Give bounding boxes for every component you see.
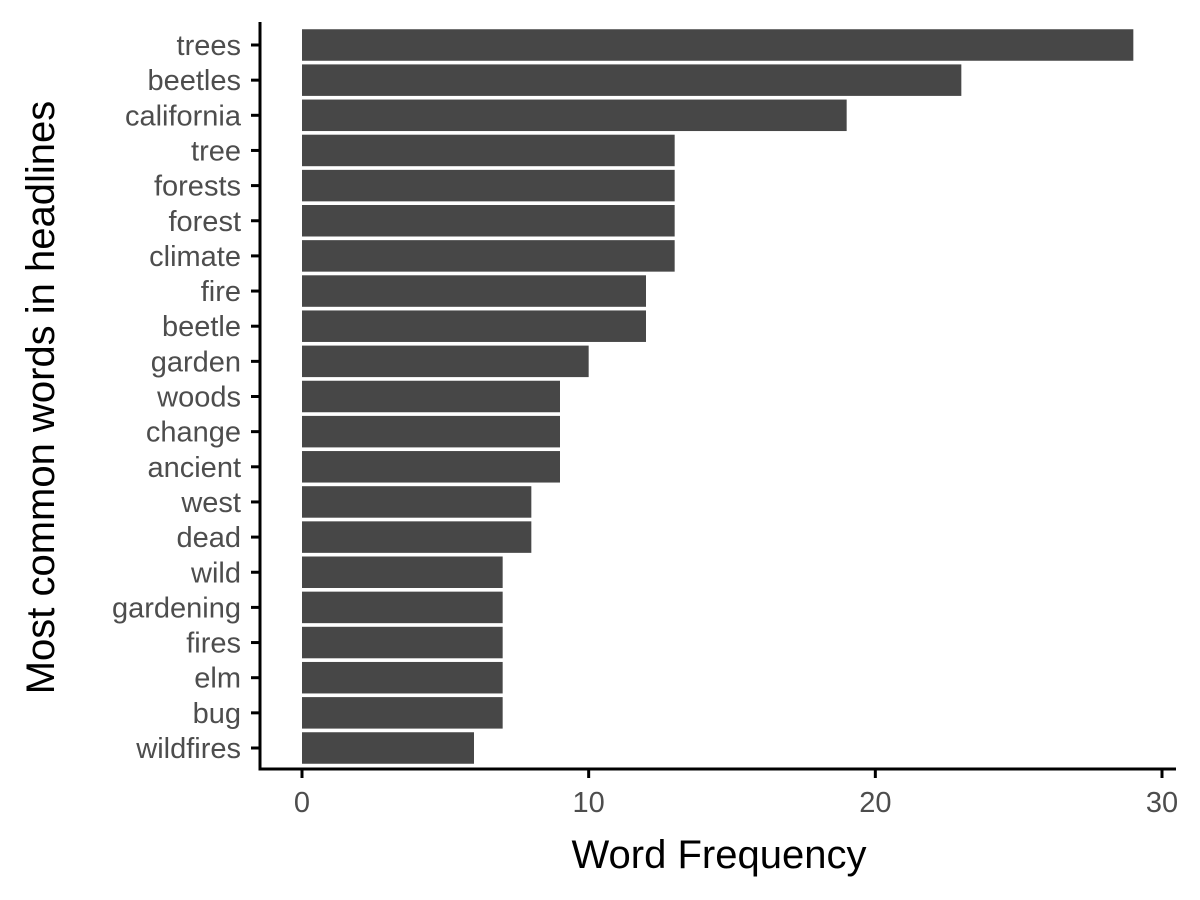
bar-beetle — [302, 310, 646, 342]
bar-bug — [302, 697, 503, 729]
y-tick-label: garden — [151, 346, 241, 378]
y-tick-label: elm — [194, 663, 241, 695]
y-tick-label: bug — [193, 698, 241, 730]
bar-garden — [302, 345, 589, 378]
y-tick-label: gardening — [112, 592, 241, 624]
y-tick-label: wild — [190, 557, 241, 589]
bar-dead — [302, 521, 532, 553]
bar-trees — [302, 29, 1134, 61]
y-tick-label: tree — [191, 135, 241, 167]
bar-forest — [302, 205, 675, 237]
y-tick-label: forest — [168, 206, 241, 238]
x-tick-label: 30 — [1146, 787, 1178, 819]
bar-elm — [302, 661, 503, 694]
y-tick-label: trees — [177, 30, 241, 62]
y-axis-title: Most common words in headlines — [19, 101, 63, 695]
y-tick-label: change — [146, 417, 241, 449]
bar-wild — [302, 556, 503, 588]
bar-change — [302, 415, 560, 448]
y-tick-label: forests — [154, 171, 241, 203]
bar-tree — [302, 134, 675, 167]
bar-west — [302, 486, 532, 518]
y-tick-label: beetle — [162, 311, 241, 343]
y-tick-label: dead — [176, 522, 241, 554]
bar-beetles — [302, 64, 962, 96]
bar-wildfires — [302, 732, 474, 764]
x-tick-label: 10 — [573, 787, 605, 819]
bar-forests — [302, 169, 675, 202]
bar-fires — [302, 626, 503, 659]
x-axis-title: Word Frequency — [572, 833, 867, 877]
bar-fire — [302, 275, 646, 307]
y-tick-label: beetles — [147, 65, 241, 97]
y-tick-label: fires — [186, 628, 241, 660]
y-tick-label: fire — [201, 276, 241, 308]
y-tick-label: west — [180, 487, 241, 519]
x-tick-label: 0 — [294, 787, 310, 819]
x-axis-ticks: 0 10 20 30 — [294, 769, 1178, 819]
y-axis-ticks: treesbeetlescaliforniatreeforestsforestc… — [112, 30, 260, 765]
y-tick-label: california — [125, 100, 242, 132]
bar-california — [302, 99, 847, 132]
bar-ancient — [302, 451, 560, 483]
y-tick-label: ancient — [147, 452, 241, 484]
x-tick-label: 20 — [859, 787, 891, 819]
bar-climate — [302, 240, 675, 272]
y-tick-label: woods — [156, 382, 241, 414]
bar-woods — [302, 380, 560, 413]
bars-group — [302, 29, 1134, 764]
y-tick-label: climate — [149, 241, 241, 273]
y-tick-label: wildfires — [135, 733, 241, 765]
bar-gardening — [302, 591, 503, 624]
